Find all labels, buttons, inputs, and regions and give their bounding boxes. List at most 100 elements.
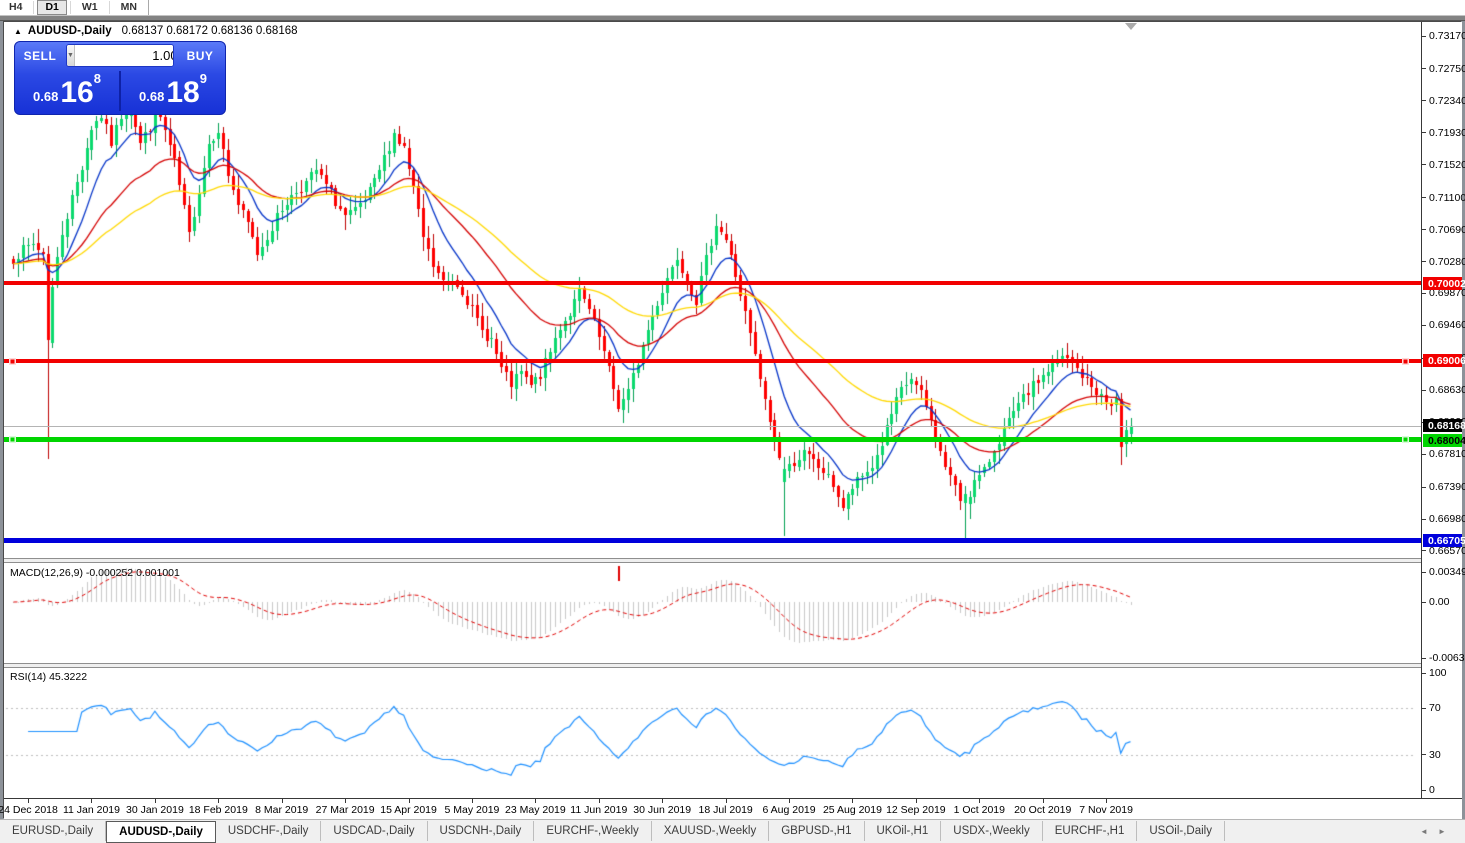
price-axis-label: 0.72750: [1429, 62, 1465, 75]
sell-button[interactable]: SELL: [23, 48, 57, 63]
sell-price-button[interactable]: 0.68 16 8: [15, 69, 119, 113]
price-axis-tick: [1422, 324, 1426, 326]
macd-scale-label: -0.00637: [1429, 652, 1465, 664]
date-axis-label: 5 May 2019: [444, 804, 500, 816]
tab-usdcad-daily[interactable]: USDCAD-,Daily: [321, 821, 428, 841]
tab-xauusd-weekly[interactable]: XAUUSD-,Weekly: [652, 821, 770, 841]
macd-scale-tick: [1422, 571, 1426, 573]
timeframe-button-h4[interactable]: H4: [9, 1, 23, 13]
price-axis-tick: [1422, 229, 1426, 230]
chart-symbol-label: AUDUSD-,Daily: [27, 25, 112, 37]
buy-price-pip-digit: 9: [199, 71, 207, 86]
date-axis-tick: [91, 799, 93, 803]
tab-usdchf-daily[interactable]: USDCHF-,Daily: [216, 821, 322, 841]
buy-button[interactable]: BUY: [186, 48, 214, 63]
price-tag-0.70002[interactable]: 0.70002: [1423, 277, 1465, 290]
toolbar-separator: [69, 1, 71, 14]
tab-eurchf-h1[interactable]: EURCHF-,H1: [1043, 821, 1138, 841]
date-axis-label: 12 Sep 2019: [886, 804, 946, 816]
date-axis-label: 20 Oct 2019: [1014, 804, 1072, 816]
rsi-scale-tick: [1422, 754, 1426, 756]
rsi-pane-splitter[interactable]: [4, 663, 1462, 668]
price-tag-0.69006[interactable]: 0.69006: [1423, 354, 1465, 367]
macd-scale-label: 0.00: [1429, 596, 1450, 608]
date-axis-label: 18 Jul 2019: [698, 804, 753, 816]
price-axis-label: 0.72340: [1429, 94, 1465, 107]
tab-eurchf-weekly[interactable]: EURCHF-,Weekly: [534, 821, 652, 841]
price-axis-label: 0.66570: [1429, 544, 1465, 557]
tab-usdx-weekly[interactable]: USDX-,Weekly: [941, 821, 1043, 841]
timeframe-button-mn[interactable]: MN: [120, 1, 137, 13]
rsi-scale-label: 0: [1429, 784, 1435, 796]
tab-scroll-right-icon[interactable]: ►: [1438, 826, 1446, 836]
date-axis-label: 23 May 2019: [505, 804, 566, 816]
horizontal-line-0.66705[interactable]: [4, 538, 1421, 543]
one-click-trade-panel: SELL ▼ ▲ BUY 0.68 16 8 0.68 18 9: [14, 41, 226, 115]
price-axis-label: 0.69870: [1429, 287, 1465, 300]
date-axis-tick: [1106, 799, 1108, 803]
price-axis-tick: [1422, 100, 1426, 102]
sell-price-big-digits: 16: [60, 76, 94, 109]
toolbar-separator: [33, 1, 35, 14]
horizontal-line-0.68004[interactable]: [4, 436, 1421, 443]
chart-shift-marker-icon[interactable]: [1125, 23, 1137, 30]
chart-canvas[interactable]: [4, 22, 1421, 798]
timeframe-button-d1[interactable]: D1: [37, 0, 67, 15]
price-axis-label: 0.68630: [1429, 384, 1465, 397]
price-tag-0.66705[interactable]: 0.66705: [1423, 534, 1465, 547]
chart-title: ▲ AUDUSD-,Daily 0.68137 0.68172 0.68136 …: [14, 24, 298, 38]
price-axis-label: 0.71930: [1429, 126, 1465, 139]
date-axis-label: 27 Mar 2019: [315, 804, 375, 816]
tab-audusd-daily[interactable]: AUDUSD-,Daily: [106, 821, 216, 843]
date-axis-label: 11 Jan 2019: [62, 804, 120, 816]
price-axis-label: 0.70280: [1429, 255, 1465, 268]
current-price-line: [4, 426, 1421, 427]
chart-tab-bar: EURUSD-,Daily AUDUSD-,Daily USDCHF-,Daily U…: [0, 819, 1465, 843]
tab-usoil-daily[interactable]: USOil-,Daily: [1137, 821, 1225, 841]
buy-price-button[interactable]: 0.68 18 9: [121, 69, 225, 113]
tab-usdcnh-daily[interactable]: USDCNH-,Daily: [428, 821, 535, 841]
price-axis-tick: [1422, 453, 1426, 455]
line-handle-right[interactable]: [1402, 436, 1409, 443]
date-axis-tick: [915, 799, 917, 803]
line-handle-left[interactable]: [9, 357, 16, 365]
price-tag-0.68004[interactable]: 0.68004: [1423, 434, 1465, 447]
tab-ukoil-h1[interactable]: UKOil-,H1: [865, 821, 942, 841]
mdi-top-strip: [0, 16, 1465, 21]
sell-price-pip-digit: 8: [93, 71, 101, 86]
date-axis[interactable]: 24 Dec 2018 11 Jan 2019 30 Jan 2019 18 Feb …: [0, 798, 1462, 820]
line-handle-left[interactable]: [9, 436, 16, 443]
buy-price-big-digits: 18: [166, 76, 200, 109]
volume-decrease-button[interactable]: ▼: [67, 45, 75, 66]
date-axis-tick: [281, 799, 283, 803]
chart-window: ▲ AUDUSD-,Daily 0.68137 0.68172 0.68136 …: [0, 21, 1465, 820]
price-axis-tick: [1422, 292, 1426, 294]
horizontal-line-0.69006[interactable]: [4, 357, 1421, 365]
price-axis[interactable]: 0.73170 0.72750 0.72340 0.71930 0.71520 0.711…: [1421, 22, 1465, 798]
price-tag-0.68168: 0.68168: [1423, 419, 1465, 432]
date-axis-label: 24 Dec 2018: [0, 804, 58, 816]
tab-scroll-left-icon[interactable]: ◄: [1420, 826, 1428, 836]
tab-scroll-buttons: ◄ ►: [1415, 821, 1465, 841]
line-handle-right[interactable]: [1402, 357, 1409, 365]
date-axis-tick: [662, 799, 664, 803]
buy-price-prefix: 0.68: [139, 89, 165, 104]
date-axis-tick: [408, 799, 410, 803]
macd-scale-tick: [1422, 657, 1426, 659]
price-axis-tick: [1422, 164, 1426, 166]
macd-pane-splitter[interactable]: [4, 558, 1462, 563]
tab-eurusd-daily[interactable]: EURUSD-,Daily: [0, 821, 107, 841]
date-axis-label: 18 Feb 2019: [188, 804, 248, 816]
rsi-indicator-label: RSI(14) 45.3222: [10, 671, 88, 683]
price-axis-tick: [1422, 197, 1426, 199]
date-axis-tick: [1042, 799, 1044, 803]
price-axis-tick: [1422, 486, 1426, 488]
volume-input[interactable]: [74, 45, 173, 66]
rsi-scale-tick: [1422, 672, 1426, 674]
timeframe-button-w1[interactable]: W1: [81, 1, 98, 13]
horizontal-line-0.70002[interactable]: [4, 281, 1421, 285]
date-axis-label: 15 Apr 2019: [380, 804, 437, 816]
price-axis-tick: [1422, 35, 1426, 37]
tab-gbpusd-h1[interactable]: GBPUSD-,H1: [769, 821, 865, 841]
